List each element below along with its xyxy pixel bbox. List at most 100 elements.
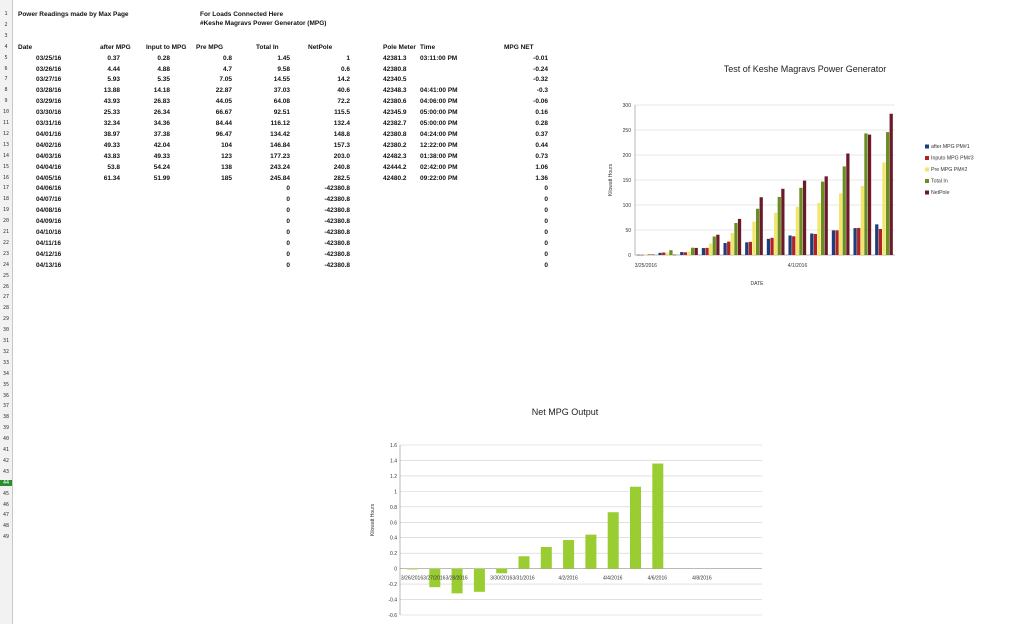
- table-cell[interactable]: 14.18: [153, 87, 170, 95]
- row-number[interactable]: 26: [2, 283, 10, 290]
- table-cell[interactable]: -42380.8: [324, 196, 350, 204]
- table-cell[interactable]: 53.8: [107, 163, 120, 171]
- table-cell[interactable]: 96.47: [215, 130, 232, 138]
- row-number[interactable]: 43: [2, 468, 10, 475]
- row-number[interactable]: 36: [2, 392, 10, 399]
- row-number[interactable]: 20: [2, 218, 10, 225]
- table-cell[interactable]: 04/11/16: [36, 239, 61, 247]
- row-number[interactable]: 7: [4, 76, 8, 83]
- table-cell[interactable]: 245.84: [270, 174, 290, 182]
- row-number[interactable]: 14: [2, 152, 10, 159]
- table-cell[interactable]: 5.93: [107, 76, 120, 84]
- table-cell[interactable]: 54.24: [153, 163, 170, 171]
- table-cell[interactable]: 04/13/16: [36, 261, 62, 269]
- table-cell[interactable]: 42380.6: [383, 98, 407, 106]
- table-cell[interactable]: 0: [286, 250, 290, 258]
- table-cell[interactable]: 03/30/16: [36, 109, 62, 117]
- table-cell[interactable]: 0.73: [535, 152, 548, 160]
- table-cell[interactable]: 132.4: [333, 120, 350, 127]
- table-cell[interactable]: 240.8: [333, 163, 350, 171]
- table-cell[interactable]: 123: [221, 152, 232, 160]
- table-cell[interactable]: 51.99: [153, 174, 170, 182]
- row-number[interactable]: 21: [2, 229, 10, 235]
- row-number[interactable]: 47: [2, 512, 10, 519]
- table-cell[interactable]: 0.37: [107, 54, 120, 62]
- table-cell[interactable]: 01:38:00 PM: [420, 152, 458, 160]
- table-cell[interactable]: 116.12: [270, 120, 290, 127]
- row-number[interactable]: 11: [2, 120, 10, 126]
- table-cell[interactable]: 1.45: [277, 54, 290, 62]
- row-number[interactable]: 39: [2, 425, 10, 432]
- table-cell[interactable]: 04/07/16: [36, 196, 62, 204]
- table-cell[interactable]: 37.38: [153, 130, 170, 138]
- row-number[interactable]: 12: [2, 130, 10, 137]
- table-cell[interactable]: 282.5: [333, 174, 350, 182]
- net-mpg-output-chart[interactable]: Net MPG Output 1.6 1.4 1.2 1 0.8 0.6 0.4 0.2 0 -0.…: [350, 395, 770, 623]
- table-cell[interactable]: 03/28/16: [36, 87, 62, 95]
- row-number[interactable]: 49: [2, 534, 10, 541]
- table-cell[interactable]: 04:24:00 PM: [420, 130, 458, 138]
- table-cell[interactable]: 42444.2: [383, 163, 407, 171]
- table-cell[interactable]: 04/09/16: [36, 218, 62, 226]
- row-number[interactable]: 19: [2, 207, 10, 214]
- table-cell[interactable]: 25.33: [103, 109, 120, 117]
- table-cell[interactable]: 1.06: [535, 163, 548, 171]
- table-cell[interactable]: 44.05: [215, 98, 232, 106]
- table-cell[interactable]: 09:22:00 PM: [420, 174, 458, 182]
- table-cell[interactable]: 0.28: [535, 120, 548, 127]
- table-cell[interactable]: -0.32: [533, 76, 548, 84]
- table-cell[interactable]: 04:06:00 PM: [420, 98, 458, 106]
- table-cell[interactable]: -0.24: [533, 65, 548, 73]
- table-cell[interactable]: 104: [221, 141, 232, 149]
- row-number[interactable]: 6: [4, 65, 8, 72]
- table-cell[interactable]: 115.5: [334, 109, 350, 117]
- table-cell[interactable]: 61.34: [103, 174, 120, 182]
- row-number[interactable]: 25: [2, 272, 10, 279]
- row-number[interactable]: 15: [2, 163, 10, 170]
- table-cell[interactable]: -42380.8: [324, 218, 350, 226]
- table-cell[interactable]: 243.24: [270, 163, 290, 171]
- table-cell[interactable]: 148.8: [333, 130, 350, 138]
- table-cell[interactable]: 0: [286, 207, 290, 215]
- row-number[interactable]: 32: [2, 348, 10, 355]
- table-cell[interactable]: 04/10/16: [36, 229, 62, 236]
- table-cell[interactable]: 43.83: [103, 152, 120, 160]
- row-number[interactable]: 45: [2, 490, 10, 497]
- row-number[interactable]: 18: [2, 196, 10, 203]
- table-cell[interactable]: 04/03/16: [36, 152, 62, 160]
- row-number[interactable]: 3: [4, 32, 8, 39]
- table-cell[interactable]: 64.08: [273, 98, 290, 106]
- table-cell[interactable]: 0.28: [157, 54, 170, 62]
- table-cell[interactable]: 0: [286, 261, 290, 269]
- table-cell[interactable]: 32.34: [103, 120, 120, 127]
- table-cell[interactable]: 177.23: [270, 152, 290, 160]
- row-number[interactable]: 31: [2, 338, 10, 344]
- table-cell[interactable]: -42380.8: [324, 185, 350, 193]
- table-cell[interactable]: 134.42: [270, 130, 290, 138]
- table-cell[interactable]: 0: [286, 185, 290, 193]
- table-cell[interactable]: 42380.2: [383, 141, 407, 149]
- table-cell[interactable]: 1.36: [535, 174, 548, 182]
- row-number[interactable]: 8: [4, 87, 8, 94]
- table-cell[interactable]: 42482.3: [383, 152, 407, 160]
- table-cell[interactable]: 04/08/16: [36, 207, 62, 215]
- table-cell[interactable]: 0.37: [535, 130, 548, 138]
- table-cell[interactable]: 72.2: [337, 98, 350, 106]
- table-cell[interactable]: 0.44: [535, 141, 548, 149]
- row-number[interactable]: 40: [2, 436, 10, 443]
- table-cell[interactable]: 42380.8: [383, 65, 407, 73]
- table-cell[interactable]: 14.2: [337, 76, 350, 84]
- table-cell[interactable]: 4.7: [222, 65, 232, 73]
- table-cell[interactable]: 0: [544, 250, 548, 258]
- table-cell[interactable]: 0: [286, 239, 290, 247]
- table-cell[interactable]: 84.44: [215, 120, 232, 127]
- row-number[interactable]: 33: [2, 359, 10, 366]
- row-number[interactable]: 2: [4, 21, 8, 28]
- table-cell[interactable]: 0: [544, 185, 548, 193]
- table-cell[interactable]: 03/25/16: [36, 54, 62, 62]
- table-cell[interactable]: 03/27/16: [36, 76, 62, 84]
- table-cell[interactable]: 4.44: [107, 65, 120, 73]
- table-cell[interactable]: 14.55: [273, 76, 290, 84]
- table-cell[interactable]: 04:41:00 PM: [420, 87, 458, 95]
- table-cell[interactable]: 0: [544, 218, 548, 226]
